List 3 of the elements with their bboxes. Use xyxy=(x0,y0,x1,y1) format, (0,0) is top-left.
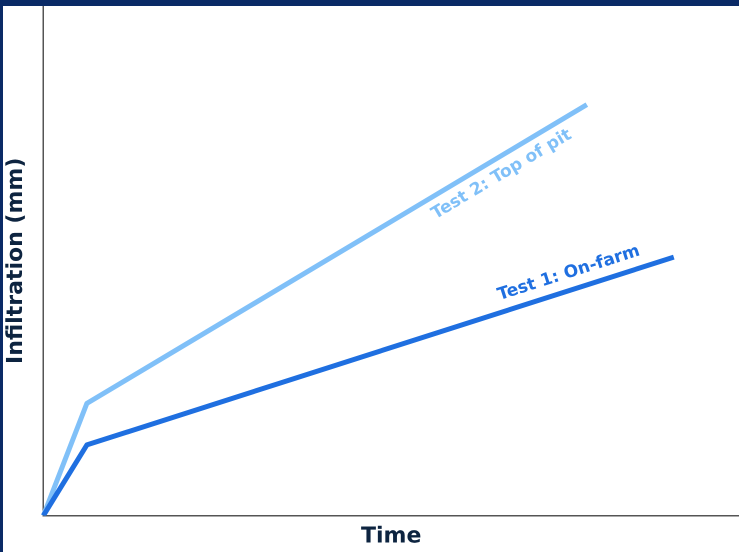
text: Test 2: Top of pit xyxy=(428,124,576,224)
x-axis-title: Time xyxy=(360,524,422,549)
y-axis-title: Infiltration (mm) xyxy=(2,158,28,364)
